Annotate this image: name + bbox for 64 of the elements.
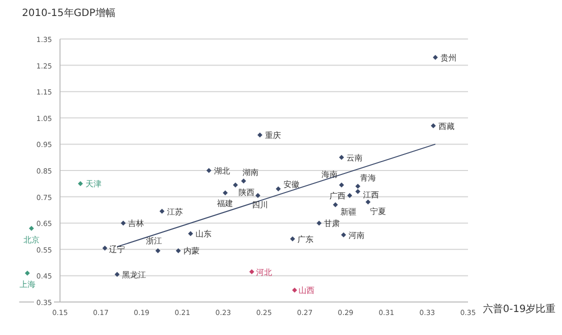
point [432,54,438,60]
point [355,184,360,189]
annotation: 内蒙 [183,246,200,256]
annotation: 山东 [196,230,212,239]
annotation: 辽宁 [108,245,125,254]
point [155,248,160,254]
point [355,189,360,194]
point [160,208,164,214]
point [241,178,246,184]
point [102,246,108,251]
point [316,220,322,226]
annotation: 山西 [298,286,315,296]
annotation: 广东 [298,234,314,244]
point [206,168,212,173]
point [24,270,30,276]
point [366,200,371,205]
point [257,132,262,138]
annotation: 陕西 [238,188,254,197]
annotation: 河南 [348,230,365,240]
point [114,272,120,277]
annotation: 浙江 [146,236,162,246]
point [78,181,83,186]
annotation: 北京 [23,235,40,244]
annotation: 江西 [362,190,379,200]
point [332,202,338,208]
point [28,226,34,231]
annotation: 西藏 [438,122,454,131]
annotation: 云南 [346,153,363,162]
annotation: 安徽 [283,180,300,189]
point [290,236,296,242]
point [347,192,352,198]
annotation: 四川 [252,200,268,210]
point [339,182,344,188]
annotation: 吉林 [128,219,144,228]
point [188,231,194,236]
annotation: 新疆 [340,208,356,217]
point [120,220,126,226]
annotation: 河北 [256,268,272,277]
annotation: 上海 [19,280,36,290]
point [222,190,228,196]
point [292,288,298,293]
annotation: 青海 [360,173,376,182]
annotation: 贵州 [440,53,456,62]
point [339,154,344,160]
point [430,123,436,128]
annotation: 湖北 [214,166,230,176]
point [232,182,238,188]
annotation: 重庆 [264,130,281,140]
point [341,232,346,238]
annotation: 福建 [217,198,234,208]
annotation: 江苏 [167,207,183,216]
point [276,186,281,192]
y-axis-title: 2010-15年GDP增幅 [22,7,116,19]
annotation: 广西 [330,191,346,200]
annotation: 天津 [85,180,102,189]
annotation: 湖南 [242,168,259,178]
point [255,192,260,198]
point [249,269,254,274]
point [176,248,181,254]
annotation: 海南 [322,170,338,179]
x-axis-title: 六普0-19岁比重 [483,303,556,315]
annotation: 宁夏 [370,207,386,216]
annotation: 甘肃 [324,219,340,228]
annotation: 黑龙江 [122,270,146,280]
